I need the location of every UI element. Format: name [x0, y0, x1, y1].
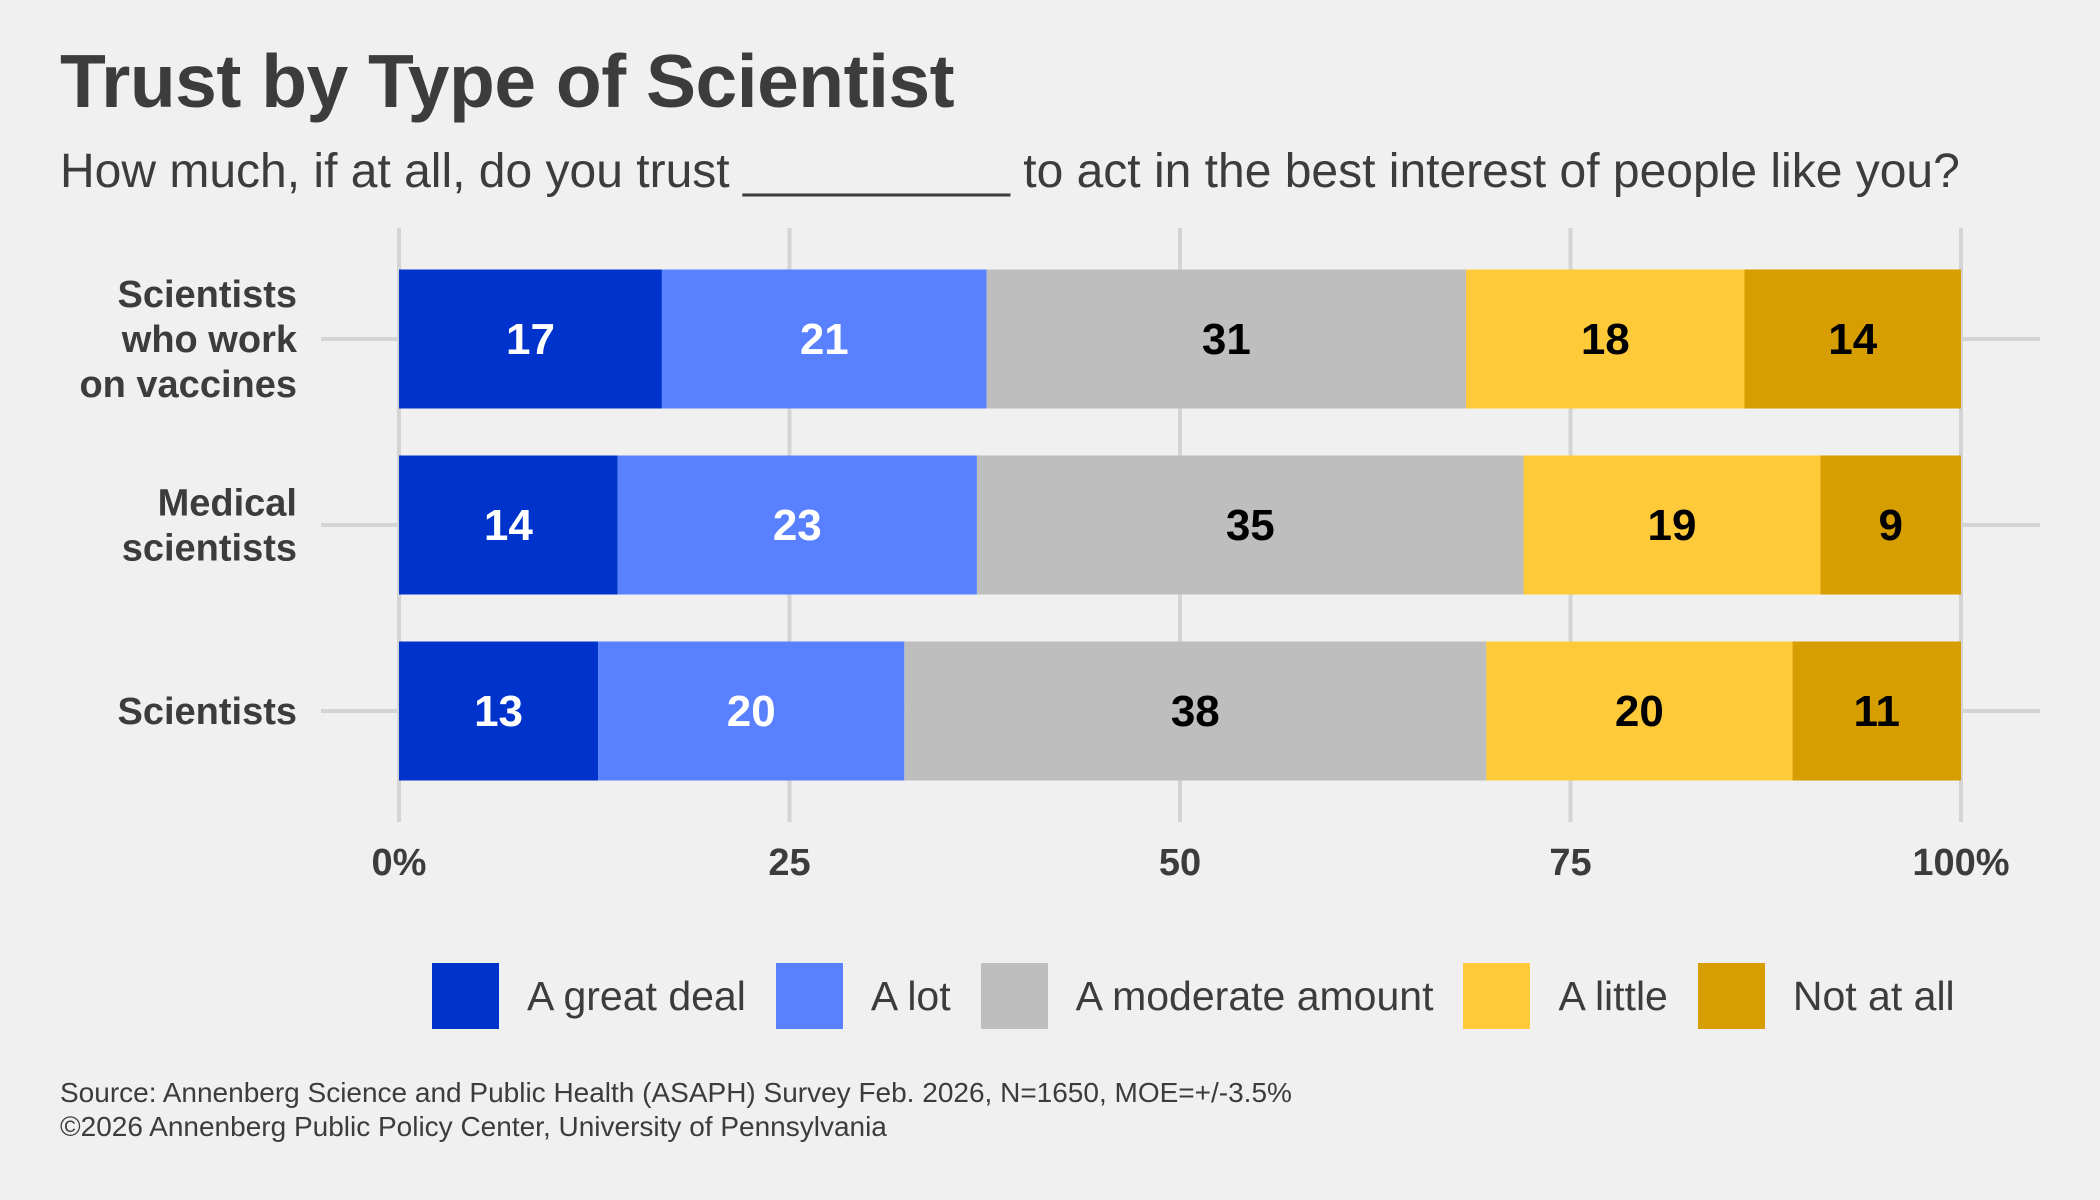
legend-label: A little [1558, 972, 1668, 1019]
bar-segment [399, 641, 599, 781]
bar-segment [399, 269, 662, 409]
legend-item: Not at all [1697, 963, 1955, 1029]
category-label: Scientists who work on vaccines [79, 274, 297, 406]
legend-swatch [775, 963, 843, 1029]
bar-segment [904, 641, 1487, 781]
bar-value-label: 13 [474, 687, 523, 736]
legend-label: A moderate amount [1075, 972, 1434, 1019]
x-tick-label: 50 [1159, 842, 1201, 884]
legend-label: A lot [870, 972, 951, 1019]
bar-row: 14 23 35 19 9 [399, 455, 1961, 595]
bar-value-label: 21 [800, 315, 849, 364]
legend-item: A moderate amount [980, 963, 1434, 1029]
x-tick-label: 25 [768, 842, 810, 884]
x-tick-label: 0% [372, 842, 427, 884]
bar-value-label: 19 [1648, 501, 1697, 550]
category-labels: Scientists who work on vaccines Medical scie… [79, 274, 297, 733]
legend-item: A great deal [432, 963, 746, 1029]
bar-segment [1486, 641, 1793, 781]
bar-segment [617, 455, 977, 595]
bar-value-label: 35 [1226, 501, 1275, 550]
legend-swatch [980, 963, 1048, 1029]
bar-segment [976, 455, 1524, 595]
bar-value-label: 18 [1581, 315, 1630, 364]
bar-value-label: 14 [484, 501, 533, 550]
legend-item: A little [1463, 963, 1668, 1029]
chart-subtitle: How much, if at all, do you trust ______… [60, 145, 1960, 198]
bars: 17 21 31 18 14 14 23 35 19 9 13 20 38 20 11 [399, 269, 1961, 781]
x-tick-label: 75 [1549, 842, 1591, 884]
bar-segment [1744, 269, 1961, 409]
legend-item: A lot [775, 963, 951, 1029]
bar-value-label: 17 [506, 315, 555, 364]
bar-segment [661, 269, 987, 409]
bar-value-label: 9 [1878, 501, 1902, 550]
x-tick-label: 100% [1912, 842, 2009, 884]
source-note: Source: Annenberg Science and Public Hea… [60, 1076, 1292, 1144]
bar-value-label: 38 [1171, 687, 1220, 736]
copyright-line: ©2026 Annenberg Public Policy Center, Un… [60, 1111, 887, 1142]
x-axis-tick-labels: 0% 25 50 75 100% [372, 842, 2010, 884]
bar-value-label: 14 [1828, 315, 1877, 364]
bar-segment [1466, 269, 1745, 409]
bar-value-label: 23 [773, 501, 822, 550]
bar-value-label: 20 [727, 687, 776, 736]
bar-row: 13 20 38 20 11 [399, 641, 1961, 781]
chart-title: Trust by Type of Scientist [60, 39, 955, 123]
legend: A great deal A lot A moderate amount A litt… [432, 963, 1985, 1029]
bar-value-label: 20 [1615, 687, 1664, 736]
bar-segment [1792, 641, 1961, 781]
bar-segment [986, 269, 1467, 409]
legend-label: Not at all [1792, 972, 1955, 1019]
legend-label: A great deal [527, 972, 746, 1019]
bar-segment [399, 455, 618, 595]
legend-swatch [432, 963, 499, 1029]
legend-swatch [1463, 963, 1531, 1029]
bar-value-label: 11 [1854, 687, 1901, 736]
category-label: Scientists [117, 691, 297, 733]
bar-segment [1820, 455, 1961, 595]
source-line: Source: Annenberg Science and Public Hea… [60, 1077, 1292, 1108]
legend-swatch [1697, 963, 1765, 1029]
bar-row: 17 21 31 18 14 [399, 269, 1961, 409]
bar-segment [1523, 455, 1821, 595]
stacked-bar-chart: 17 21 31 18 14 14 23 35 19 9 13 20 38 20 11 Scientists… [79, 228, 2040, 884]
bar-value-label: 31 [1202, 315, 1251, 364]
bar-segment [598, 641, 905, 781]
category-label: Medical scientists [122, 483, 297, 570]
